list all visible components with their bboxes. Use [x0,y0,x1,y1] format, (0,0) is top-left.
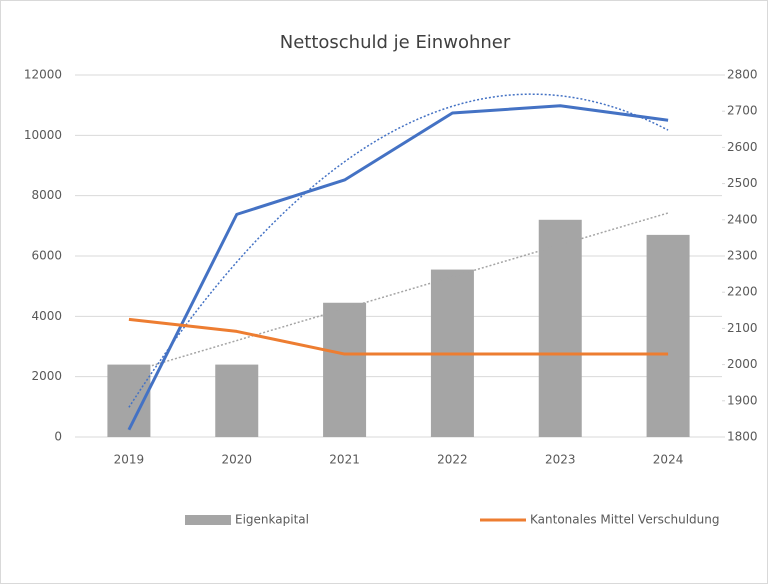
y-tick-label: 12000 [24,68,62,82]
y-tick-label: 4000 [31,309,62,323]
legend-swatch [185,515,231,525]
y2-tick-label: 2800 [727,68,758,82]
y2-tick-label: 1900 [727,393,758,407]
line-trendline [128,93,669,408]
y2-tick-label: 2600 [727,140,758,154]
bar [215,364,259,437]
x-tick-label: 2024 [653,453,684,467]
bar [323,302,367,437]
legend-label: Kantonales Mittel Verschuldung [530,513,719,527]
y2-tick-label: 2200 [727,285,758,299]
line [127,104,669,431]
x-tick-label: 2023 [545,453,576,467]
chart-title: Nettoschuld je Einwohner [280,32,511,53]
bar [538,219,582,437]
y2-tick-label: 2400 [727,212,758,226]
bar-trendline [128,212,669,374]
y-tick-label: 6000 [31,249,62,263]
y-tick-label: 2000 [31,369,62,383]
y-tick-label: 10000 [24,128,62,142]
y2-tick-label: 2300 [727,249,758,263]
y2-tick-label: 2500 [727,176,758,190]
y2-tick-label: 2000 [727,357,758,371]
x-tick-label: 2021 [329,453,360,467]
y2-tick-label: 2700 [727,104,758,118]
x-tick-label: 2020 [221,453,252,467]
bar [646,234,690,437]
legend-label: Eigenkapital [235,513,309,527]
y-tick-label: 8000 [31,188,62,202]
y-tick-label: 0 [54,430,62,444]
x-tick-label: 2019 [114,453,145,467]
x-tick-label: 2022 [437,453,468,467]
y2-tick-label: 1800 [727,430,758,444]
line [128,317,669,356]
y2-tick-label: 2100 [727,321,758,335]
